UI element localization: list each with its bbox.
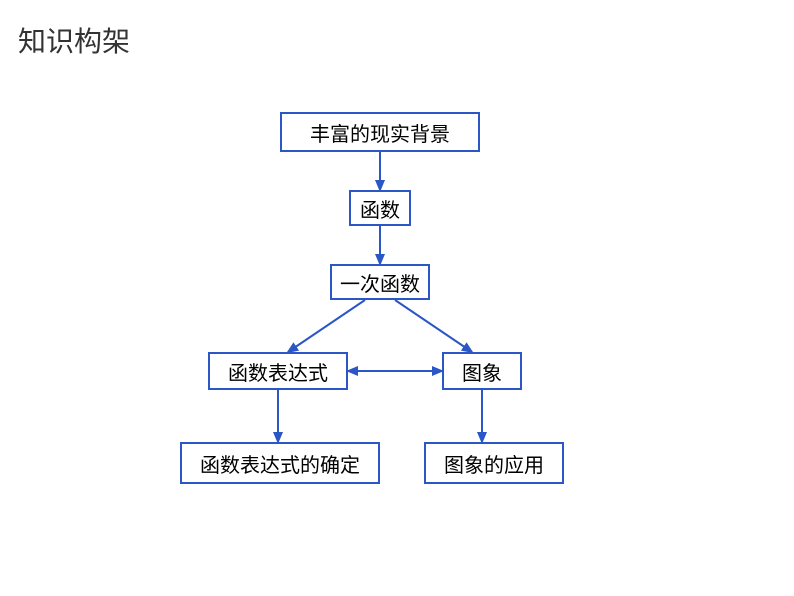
flowchart-node: 丰富的现实背景 bbox=[280, 112, 480, 152]
flowchart-node: 函数 bbox=[349, 190, 411, 226]
flowchart-node: 函数表达式 bbox=[208, 352, 348, 390]
flowchart-edge bbox=[288, 300, 365, 352]
flowchart-node: 图象的应用 bbox=[424, 442, 564, 484]
page-title: 知识构架 bbox=[18, 20, 130, 60]
flowchart-node: 图象 bbox=[442, 352, 522, 390]
flowchart-node: 一次函数 bbox=[330, 264, 430, 300]
flowchart-edge bbox=[395, 300, 472, 352]
flowchart-node: 函数表达式的确定 bbox=[180, 442, 380, 484]
